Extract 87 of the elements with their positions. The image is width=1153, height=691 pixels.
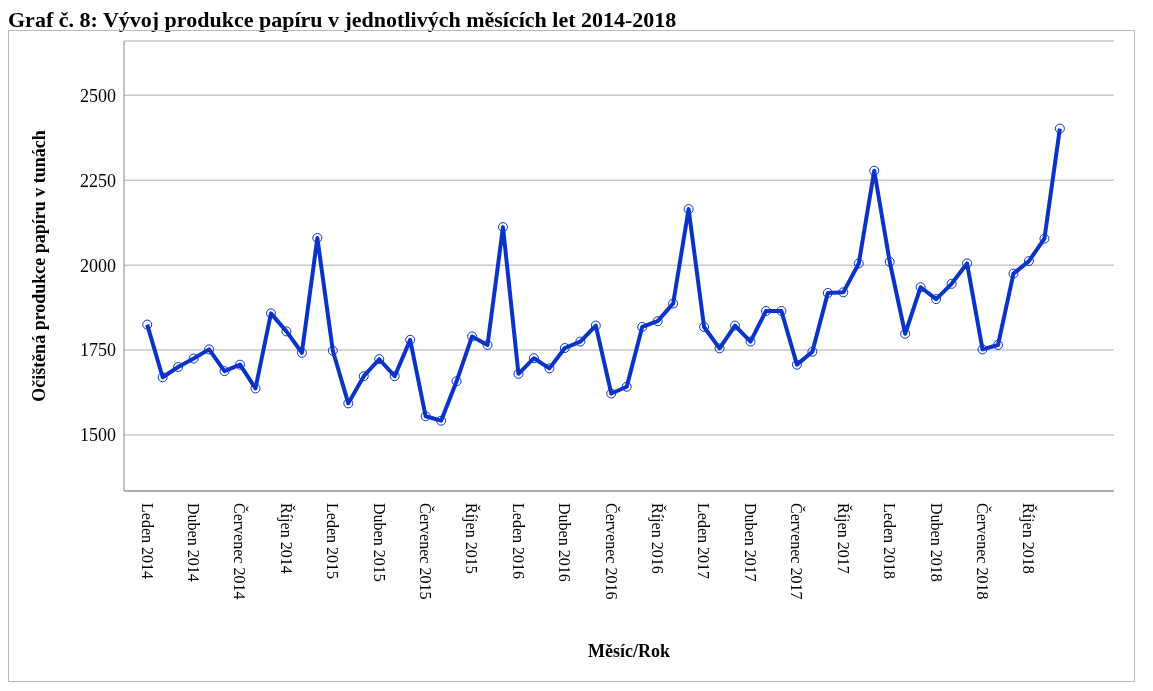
point [869, 165, 880, 176]
point [157, 372, 168, 383]
point [219, 366, 230, 377]
point [807, 346, 818, 357]
x-tick-label: Červenec 2015 [417, 503, 436, 600]
x-tick-label: Leden 2016 [509, 503, 527, 579]
point [173, 362, 184, 373]
point [420, 411, 431, 422]
x-tick-label: Duben 2017 [741, 503, 759, 582]
point [575, 336, 586, 347]
y-axis-title: Očištěná produkce papíru v tunách [29, 130, 50, 402]
point [204, 344, 215, 355]
x-tick-label: Říjen 2014 [276, 503, 296, 574]
point [977, 344, 988, 355]
point [776, 306, 787, 316]
point [559, 343, 570, 354]
point [250, 383, 261, 394]
point [296, 347, 307, 358]
point [235, 359, 246, 370]
point [528, 353, 539, 364]
point [621, 381, 632, 392]
point [497, 222, 508, 233]
x-tick-label: Leden 2017 [695, 503, 713, 579]
point [1054, 123, 1065, 134]
x-tick-label: Říjen 2015 [462, 503, 482, 574]
x-tick-label: Říjen 2017 [833, 503, 853, 574]
x-tick-label: Duben 2016 [556, 503, 574, 582]
point [405, 334, 416, 345]
point [946, 278, 957, 289]
point [343, 398, 354, 409]
point [467, 331, 478, 342]
point [281, 326, 292, 337]
point [838, 287, 849, 298]
point [513, 368, 524, 379]
x-tick-label: Červenec 2017 [788, 503, 807, 600]
y-tick-label: 1750 [80, 340, 116, 361]
point [637, 321, 648, 332]
point [760, 306, 771, 316]
point [931, 294, 942, 305]
point [714, 343, 725, 354]
x-tick-label: Říjen 2018 [1019, 503, 1039, 574]
point [374, 354, 385, 365]
point [358, 371, 369, 382]
point [590, 320, 601, 331]
y-tick-label: 1500 [80, 425, 116, 446]
x-tick-label: Duben 2014 [185, 503, 203, 582]
y-tick-label: 2500 [80, 85, 116, 106]
point [791, 359, 802, 370]
x-tick-label: Leden 2018 [881, 503, 899, 579]
x-axis-title: Měsíc/Rok [587, 641, 671, 662]
point [992, 339, 1003, 350]
point [389, 371, 400, 382]
point [544, 363, 555, 374]
point [900, 328, 911, 339]
point [668, 298, 679, 309]
x-tick-label: Červenec 2014 [231, 503, 250, 600]
point [652, 316, 663, 327]
point [312, 232, 323, 243]
x-tick-label: Leden 2014 [138, 503, 156, 579]
x-tick-label: Leden 2015 [324, 503, 342, 579]
point [436, 415, 447, 426]
x-tick-label: Červenec 2018 [973, 503, 992, 600]
point [451, 376, 462, 387]
point [962, 258, 973, 269]
point [730, 320, 741, 331]
point [265, 308, 276, 319]
x-tick-label: Červenec 2016 [602, 503, 621, 600]
y-tick-label: 2000 [80, 255, 116, 276]
point [915, 282, 926, 293]
point [745, 336, 756, 347]
point [1023, 256, 1034, 267]
point [188, 353, 199, 364]
point [482, 339, 493, 350]
point [699, 321, 710, 332]
point [853, 258, 864, 269]
point [1008, 268, 1019, 279]
point [1039, 233, 1050, 244]
y-tick-label: 2250 [80, 170, 116, 191]
point [327, 345, 338, 356]
x-tick-label: Duben 2015 [370, 503, 388, 582]
point [884, 256, 895, 267]
x-tick-label: Říjen 2016 [648, 503, 668, 574]
point [822, 288, 833, 298]
chart-title: Graf č. 8: Vývoj produkce papíru v jednotlivých měsících let 2014-2018 [8, 7, 678, 32]
point [142, 319, 153, 330]
x-tick-label: Duben 2018 [927, 503, 945, 582]
point [606, 388, 617, 399]
